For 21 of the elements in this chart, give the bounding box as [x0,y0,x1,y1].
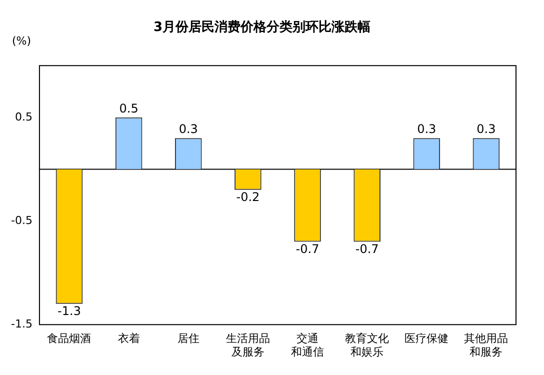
y-tick-label: -0.5 [10,214,32,227]
y-tick-label: -1.5 [10,317,32,330]
data-label: -0.7 [296,242,320,256]
x-tick-label: 衣着 [118,332,140,346]
y-axis-title: (%) [12,34,32,48]
chart-title: 3月份居民消费价格分类别环比涨跌幅 [153,20,371,36]
data-label: -1.3 [58,304,81,318]
data-label: 0.3 [178,122,198,136]
x-tick-label: 居住 [177,332,200,346]
x-tick-label: 教育文化和娱乐 [345,332,390,358]
y-tick-label: 0.5 [14,110,32,124]
x-tick-label: 医疗保健 [404,332,449,346]
x-tick-label: 其他用品和服务 [464,332,508,358]
data-label: -0.7 [355,242,379,256]
data-label: 0.5 [119,102,138,116]
x-tick-label: 食品烟酒 [47,332,92,346]
x-tick-label: 交通和通信 [291,332,324,358]
x-tick-label: 生活用品及服务 [226,332,270,358]
data-label: -0.2 [236,190,260,204]
data-label: 0.3 [417,122,436,136]
data-label: 0.3 [476,122,496,136]
